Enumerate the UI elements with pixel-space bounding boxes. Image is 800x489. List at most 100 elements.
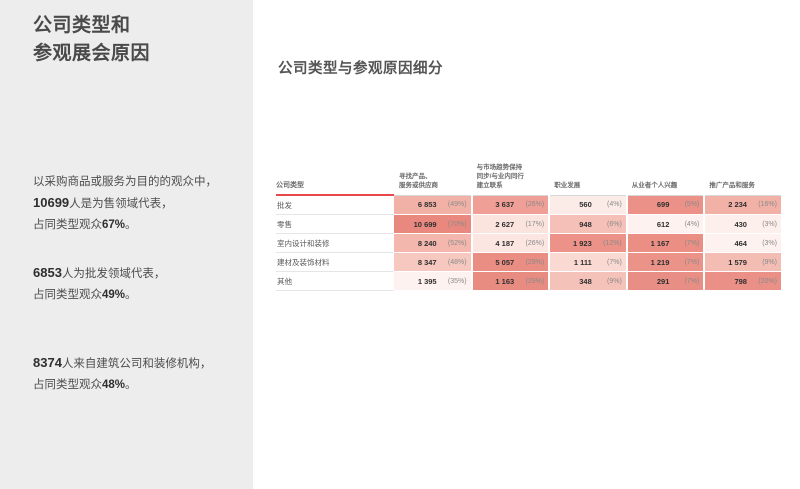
stat-block-purchase: 以采购商品或服务为目的的观众中， 10699人是为售领域代表， 占同类型观众67%。 — [33, 176, 217, 231]
page-title-line-2: 参观展会原因 — [33, 42, 151, 64]
stat-block-wholesale: 6853人为批发领域代表， 占同类型观众49%。 — [33, 265, 166, 301]
heatmap-cell-r0-c1: 3 637 (26%) — [471, 195, 551, 215]
cell-percent: (17%) — [525, 220, 545, 228]
table-header: 公司类型 寻找产品、 服务或供应商 与市场趋势保持 同步/与业内同行 建立联系 职业发… — [276, 150, 782, 196]
cell-percent: (7%) — [684, 239, 700, 247]
column-header-4-line-0: 推广产品和服务 — [709, 181, 755, 189]
row-label-2: 室内设计和装修 — [276, 233, 394, 253]
heatmap-cell-r1-c3: 612 (4%) — [626, 214, 706, 234]
cell-percent: (3%) — [762, 239, 777, 247]
cell-content: 348 (9%) — [553, 277, 622, 286]
row-label-1: 零售 — [276, 214, 394, 234]
column-header-1: 与市场趋势保持 同步/与业内同行 建立联系 — [471, 150, 550, 196]
cell-content: 612 (4%) — [631, 220, 700, 229]
cell-content: 8 347 (48%) — [397, 258, 467, 267]
cell-percent: (16%) — [758, 201, 777, 209]
cell-percent: (6%) — [607, 220, 622, 228]
cell-content: 3 637 (26%) — [476, 200, 544, 210]
row-label-3: 建材及装饰材料 — [276, 252, 394, 272]
cell-value: 8 240 — [417, 238, 437, 248]
cell-value: 1 111 — [573, 257, 592, 267]
heatmap-cell-r0-c0: 6 853 (49%) — [394, 195, 473, 215]
column-header-3-line-0: 从业者个人兴趣 — [631, 181, 678, 189]
heatmap-cell-r2-c3: 1 167 (7%) — [626, 233, 706, 253]
column-header-0-line-0: 寻找产品、 — [399, 172, 432, 180]
cell-content: 1 579 (9%) — [708, 258, 777, 267]
cell-value: 798 — [734, 276, 747, 286]
cell-value: 6 853 — [417, 200, 437, 210]
cell-content: 291 (7%) — [631, 277, 700, 286]
cell-value: 3 637 — [495, 200, 515, 210]
heatmap-cell-r1-c0: 10 699 (70%) — [394, 214, 473, 234]
column-header-2: 职业发展 — [549, 150, 627, 196]
cell-percent: (9%) — [762, 258, 777, 266]
cell-content: 1 395 (35%) — [397, 277, 467, 286]
cell-percent: (20%) — [758, 277, 777, 285]
cell-percent: (4%) — [607, 201, 622, 209]
heatmap-cell-r2-c0: 8 240 (52%) — [394, 233, 473, 253]
heatmap-cell-r2-c1: 4 187 (26%) — [471, 233, 551, 253]
cell-value: 612 — [656, 219, 670, 229]
cell-percent: (3%) — [762, 220, 777, 228]
column-header-1-line-2: 建立联系 — [476, 181, 503, 189]
cell-percent: (35%) — [447, 277, 467, 285]
cell-content: 1 163 (29%) — [476, 276, 544, 286]
cell-percent: (5%) — [684, 201, 700, 209]
stat-block-construction: 8374人来自建筑公司和装修机构， 占同类型观众48%。 — [33, 355, 212, 391]
heatmap-cell-r4-c4: 798 (20%) — [704, 271, 783, 291]
cell-value: 2 627 — [495, 219, 515, 229]
cell-value: 699 — [656, 200, 670, 210]
cell-content: 1 111 (7%) — [553, 258, 622, 267]
cell-content: 430 (3%) — [708, 220, 777, 229]
cell-value: 1 219 — [650, 257, 670, 267]
cell-content: 5 057 (29%) — [476, 257, 545, 267]
cell-percent: (49%) — [447, 201, 467, 209]
cell-percent: (12%) — [603, 239, 622, 247]
heatmap-cell-r3-c2: 1 111 (7%) — [549, 252, 628, 272]
cell-percent: (7%) — [684, 277, 700, 285]
cell-value: 5 057 — [495, 257, 515, 267]
cell-content: 1 219 (7%) — [631, 258, 700, 267]
column-header-1-line-0: 与市场趋势保持 — [476, 164, 523, 172]
cell-percent: (70%) — [447, 220, 467, 228]
column-header-0: 寻找产品、 服务或供应商 — [394, 150, 472, 196]
heatmap-cell-r3-c4: 1 579 (9%) — [704, 252, 783, 272]
heatmap-cell-r3-c3: 1 219 (7%) — [626, 252, 706, 272]
heatmap-cell-r4-c2: 348 (9%) — [549, 271, 628, 291]
heatmap-cell-r4-c3: 291 (7%) — [626, 271, 706, 291]
heatmap-cell-r2-c4: 464 (3%) — [704, 233, 783, 253]
row-label-4: 其他 — [276, 271, 394, 291]
cell-content: 464 (3%) — [708, 239, 777, 248]
page-title-line-1: 公司类型和 — [33, 15, 131, 36]
column-header-0-line-1: 服务或供应商 — [399, 181, 438, 189]
cell-value: 348 — [579, 276, 592, 286]
column-header-1-line-1: 同步/与业内同行 — [476, 172, 524, 180]
heatmap-cell-r3-c0: 8 347 (48%) — [394, 252, 473, 272]
cell-value: 2 234 — [728, 200, 747, 210]
cell-value: 1 579 — [728, 257, 747, 267]
heatmap-cell-r0-c2: 560 (4%) — [549, 195, 628, 215]
cell-value: 291 — [656, 276, 670, 286]
chart-title: 公司类型与参观原因细分 — [278, 61, 443, 77]
table-row: 其他 1 395 (35%) 1 163 (29%) 348 (9%) 291 (7%) 798 (… — [276, 271, 783, 291]
heatmap-cell-r1-c4: 430 (3%) — [704, 214, 783, 234]
cell-content: 1 167 (7%) — [631, 239, 700, 248]
column-header-4: 推广产品和服务 — [704, 150, 782, 196]
heatmap-cell-r1-c2: 948 (6%) — [549, 214, 628, 234]
sidebar-panel: 公司类型和 参观展会原因 以采购商品或服务为目的的观众中， 10699人是为售领域… — [0, 0, 253, 489]
heatmap-cell-r0-c4: 2 234 (16%) — [704, 195, 783, 215]
heatmap-cell-r2-c2: 1 923 (12%) — [549, 233, 628, 253]
cell-value: 560 — [579, 200, 592, 210]
company-type-reason-matrix: 公司类型 寻找产品、 服务或供应商 与市场趋势保持 同步/与业内同行 建立联系 职业发… — [276, 150, 783, 291]
cell-content: 560 (4%) — [553, 200, 622, 209]
cell-value: 1 163 — [495, 276, 515, 286]
cell-percent: (9%) — [607, 277, 622, 285]
table-header-row: 公司类型 寻找产品、 服务或供应商 与市场趋势保持 同步/与业内同行 建立联系 职业发… — [276, 150, 782, 196]
table-body: 批发 6 853 (49%) 3 637 (26%) 560 (4%) 699 (5%) 2 23… — [276, 195, 783, 291]
heatmap-cell-r3-c1: 5 057 (29%) — [471, 252, 551, 272]
cell-value: 430 — [734, 219, 747, 229]
cell-content: 4 187 (26%) — [476, 239, 544, 248]
cell-value: 1 923 — [573, 238, 592, 248]
cell-percent: (29%) — [525, 258, 545, 266]
